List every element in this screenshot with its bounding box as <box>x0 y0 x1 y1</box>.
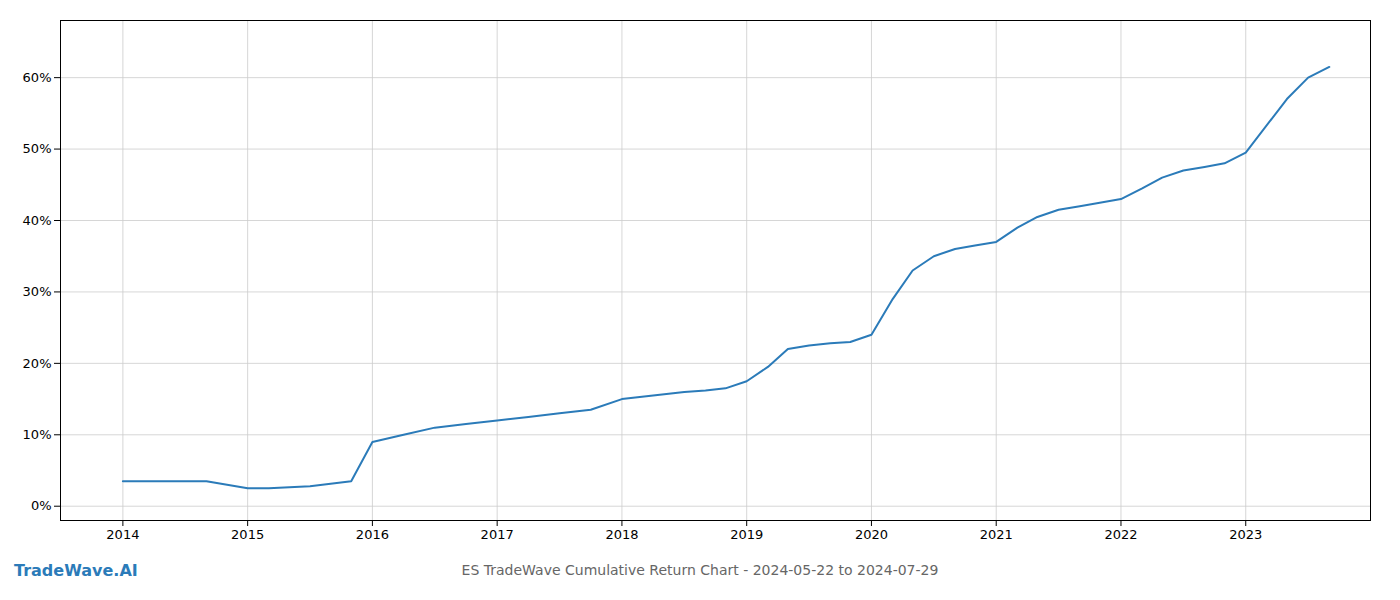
svg-text:2018: 2018 <box>605 527 638 542</box>
svg-text:2023: 2023 <box>1229 527 1262 542</box>
svg-text:20%: 20% <box>23 356 52 371</box>
svg-text:30%: 30% <box>23 284 52 299</box>
svg-text:2020: 2020 <box>855 527 888 542</box>
html-text:ES TradeWave Cumulative Return: ES TradeWave Cumulative Return Chart - 2… <box>461 562 939 578</box>
svg-text:2022: 2022 <box>1104 527 1137 542</box>
svg-text:40%: 40% <box>23 213 52 228</box>
svg-text:2016: 2016 <box>356 527 389 542</box>
svg-text:0%: 0% <box>31 498 52 513</box>
svg-text:2014: 2014 <box>106 527 139 542</box>
svg-text:50%: 50% <box>23 141 52 156</box>
svg-text:60%: 60% <box>23 70 52 85</box>
html-text:TradeWave.AI: TradeWave.AI <box>14 561 138 580</box>
svg-text:2017: 2017 <box>481 527 514 542</box>
svg-text:2015: 2015 <box>231 527 264 542</box>
svg-text:2021: 2021 <box>980 527 1013 542</box>
svg-text:2019: 2019 <box>730 527 763 542</box>
svg-text:10%: 10% <box>23 427 52 442</box>
